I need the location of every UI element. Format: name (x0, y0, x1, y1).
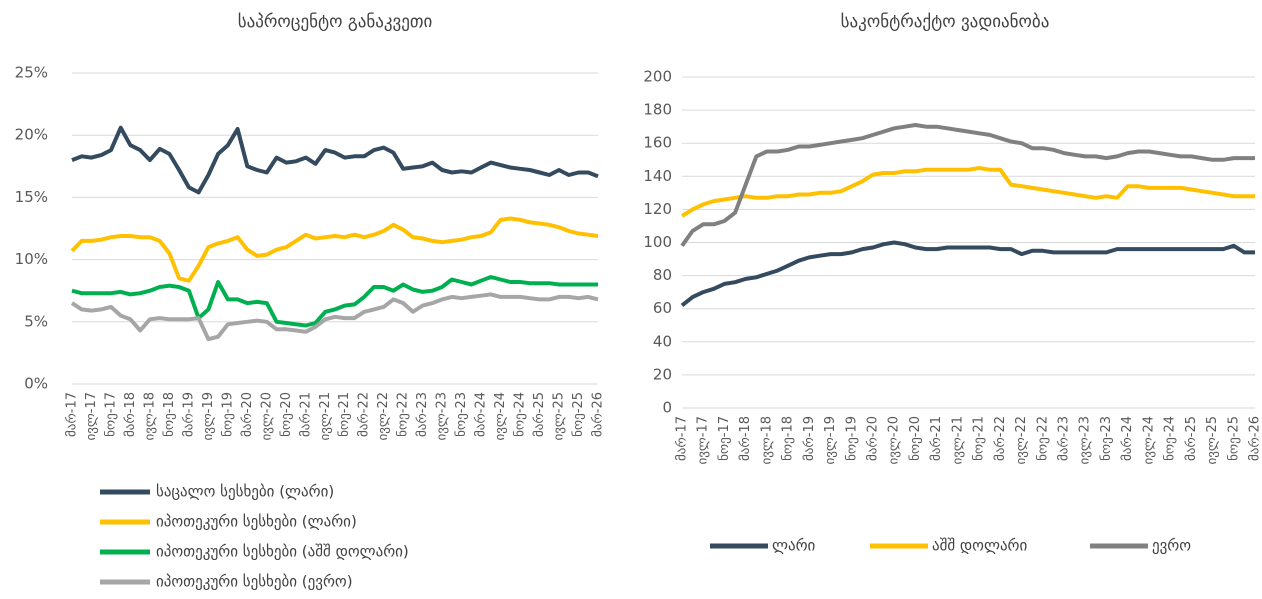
chart-title: საპროცენტო განაკვეთი (238, 12, 433, 32)
x-tick-label: მარ-25 (1184, 416, 1199, 461)
y-tick-label: 100 (643, 233, 672, 251)
legend-label: საცალო სესხები (ლარი) (156, 483, 334, 501)
y-tick-label: 200 (643, 68, 672, 86)
data-line (71, 275, 598, 328)
x-tick-label: ივლ-17 (696, 416, 711, 464)
x-tick-label: ნოე-19 (220, 392, 235, 437)
data-line (70, 292, 599, 342)
x-tick-label: ივლ-20 (259, 392, 274, 440)
x-tick-label: ივლ-23 (435, 392, 450, 440)
x-tick-label: ივლ-23 (1078, 416, 1093, 464)
x-tick-label: ნოე-18 (781, 416, 796, 461)
x-tick-label: ივლ-19 (201, 392, 216, 440)
x-tick-label: ნოე-24 (513, 392, 528, 437)
legend-label: ევრო (1152, 537, 1191, 555)
y-tick-label: 10% (15, 250, 48, 268)
x-tick-label: ივლ-18 (759, 416, 774, 464)
x-tick-label: მარ-24 (1120, 416, 1135, 461)
x-tick-label: ივლ-18 (142, 392, 157, 440)
data-line (680, 166, 1255, 218)
x-tick-label: ნოე-19 (844, 416, 859, 461)
y-tick-label: 0% (24, 375, 48, 393)
x-tick-label: ივლ-20 (887, 416, 902, 464)
x-tick-label: მარ-25 (532, 392, 547, 437)
x-tick-label: ივლ-17 (84, 392, 99, 440)
legend-label: აშშ დოლარი (932, 537, 1027, 555)
y-tick-label: 60 (653, 299, 672, 317)
x-tick-label: ნოე-17 (717, 416, 732, 461)
y-tick-label: 180 (643, 101, 672, 119)
x-tick-label: ივლ-21 (318, 392, 333, 440)
x-tick-label: ივლ-22 (1014, 416, 1029, 464)
x-tick-label: მარ-23 (1057, 416, 1072, 461)
x-tick-label: მარ-22 (993, 416, 1008, 461)
x-tick-label: მარ-21 (929, 416, 944, 461)
x-tick-label: მარ-23 (415, 392, 430, 437)
y-tick-label: 5% (24, 312, 48, 330)
x-tick-label: ნოე-20 (908, 416, 923, 461)
x-tick-label: ნოე-22 (396, 392, 411, 437)
legend-label: ლარი (772, 537, 816, 555)
x-tick-label: ნოე-20 (279, 392, 294, 437)
y-tick-label: 140 (643, 167, 672, 185)
x-tick-label: მარ-19 (181, 392, 196, 437)
x-tick-label: ივლ-24 (1141, 416, 1156, 464)
x-tick-label: ნოე-22 (1035, 416, 1050, 461)
data-line (71, 125, 599, 195)
chart-title: საკონტრაქტო ვადიანობა (841, 12, 1050, 32)
x-tick-label: მარ-17 (65, 392, 80, 437)
x-tick-label: ნოე-24 (1163, 416, 1178, 461)
x-tick-label: ნოე-21 (337, 392, 352, 437)
x-tick-label: მარ-21 (298, 392, 313, 437)
y-tick-label: 120 (643, 200, 672, 218)
x-tick-label: ივლ-24 (493, 392, 508, 440)
x-tick-label: ივლ-21 (950, 416, 965, 464)
data-line (680, 123, 1255, 247)
x-tick-label: მარ-20 (240, 392, 255, 437)
x-tick-label: ნოე-23 (1099, 416, 1114, 461)
y-tick-label: 0 (662, 399, 672, 417)
x-tick-label: ივლ-25 (1205, 416, 1220, 464)
legend-label: იპოთეკური სესხები (ლარი) (156, 513, 357, 531)
x-tick-label: მარ-18 (738, 416, 753, 461)
legend-label: იპოთეკური სესხები (ევრო) (156, 573, 353, 591)
x-tick-label: მარ-22 (357, 392, 372, 437)
x-tick-label: ივლ-19 (823, 416, 838, 464)
y-tick-label: 80 (653, 266, 672, 284)
x-tick-label: მარ-19 (802, 416, 817, 461)
y-tick-label: 40 (653, 332, 672, 350)
y-tick-label: 20 (653, 365, 672, 383)
y-tick-label: 15% (15, 188, 48, 206)
x-tick-label: მარ-26 (591, 392, 606, 437)
y-tick-label: 160 (643, 134, 672, 152)
legend-label: იპოთეკური სესხები (აშშ დოლარი) (156, 543, 409, 561)
x-tick-label: მარ-26 (1248, 416, 1262, 461)
x-tick-label: ნოე-25 (571, 392, 586, 437)
y-tick-label: 20% (15, 126, 48, 144)
x-tick-label: ნოე-25 (1226, 416, 1241, 461)
x-tick-label: მარ-24 (474, 392, 489, 437)
x-tick-label: ივლ-22 (376, 392, 391, 440)
x-tick-label: ნოე-21 (972, 416, 987, 461)
y-tick-label: 25% (15, 64, 48, 82)
x-tick-label: მარ-18 (123, 392, 138, 437)
x-tick-label: ივლ-25 (552, 392, 567, 440)
x-tick-label: ნოე-18 (162, 392, 177, 437)
x-tick-label: მარ-17 (675, 416, 690, 461)
x-tick-label: ნოე-17 (103, 392, 118, 437)
data-line (680, 240, 1255, 307)
data-line (70, 216, 599, 283)
x-tick-label: ნოე-23 (454, 392, 469, 437)
x-tick-label: მარ-20 (866, 416, 881, 461)
